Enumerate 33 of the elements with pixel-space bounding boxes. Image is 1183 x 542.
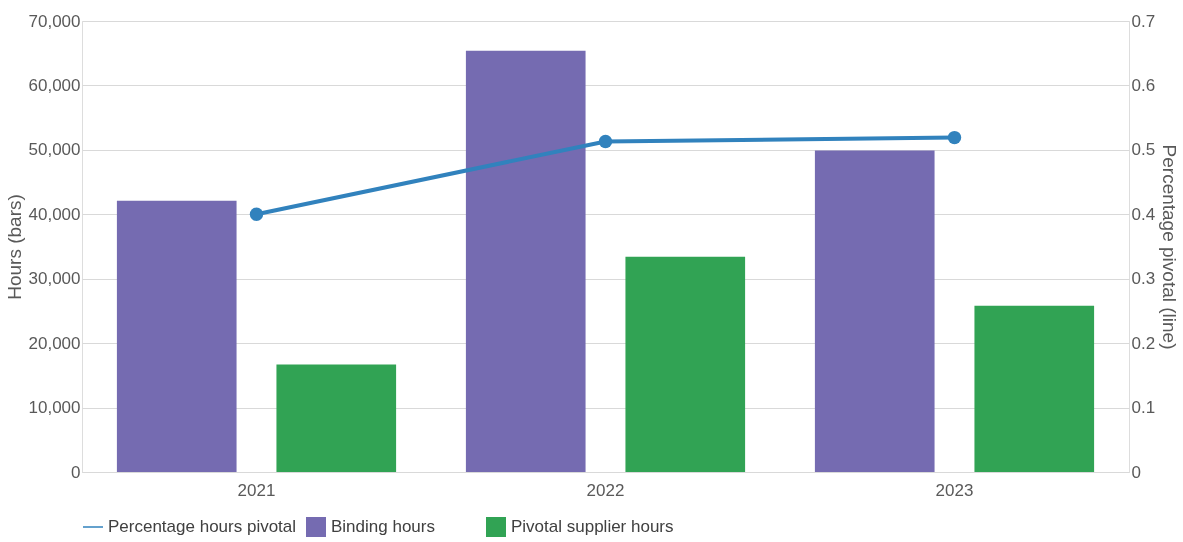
y2-tick-label: 0.1: [1131, 398, 1156, 418]
point: [249, 207, 264, 221]
point: [598, 134, 613, 149]
y-tick-label: 70,000: [28, 11, 81, 31]
x-tick-label: 2021: [237, 480, 276, 500]
bar: [276, 364, 397, 472]
y-axis-title: Hours (bars): [3, 194, 25, 300]
x-tick-label: 2023: [935, 480, 974, 500]
bar: [625, 256, 746, 472]
y2-tick-label: 0.6: [1131, 75, 1156, 95]
y-tick-label: 60,000: [28, 75, 81, 95]
bar: [465, 50, 586, 472]
y2-tick-label: 0.4: [1131, 204, 1156, 224]
y-tick-label: 10,000: [28, 398, 81, 418]
y2-tick-label: 0.3: [1131, 269, 1156, 289]
y-tick-label: 20,000: [28, 333, 81, 353]
legend-label: Percentage hours pivotal: [108, 517, 297, 536]
y-tick-label: 40,000: [28, 204, 81, 224]
y-tick-label: 50,000: [28, 140, 81, 160]
y2-axis-title: Percentage pivotal (line): [1159, 144, 1181, 350]
y2-tick-label: 0.2: [1131, 333, 1156, 353]
bar: [116, 200, 237, 472]
legend-label: Pivotal supplier hours: [511, 517, 674, 536]
y2-tick-label: 0: [1131, 462, 1141, 482]
legend-label: Binding hours: [331, 517, 435, 536]
y-tick-label: 30,000: [28, 269, 81, 289]
y2-tick-label: 0.5: [1131, 140, 1156, 160]
point: [947, 130, 962, 145]
x-tick-label: 2022: [586, 480, 625, 500]
y-tick-label: 0: [71, 462, 81, 482]
bar: [814, 150, 935, 472]
y2-tick-label: 0.7: [1131, 11, 1156, 31]
bar: [974, 305, 1095, 472]
